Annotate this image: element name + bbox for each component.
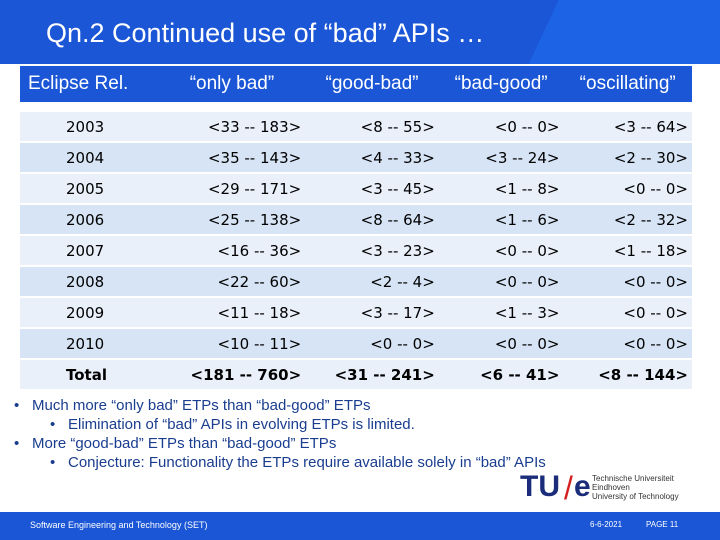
sub-bullet-item: • Conjecture: Functionality the ETPs requ…	[14, 453, 704, 472]
etp-count-cell: <3 -- 17>	[305, 298, 439, 327]
etp-count-cell: <29 -- 171>	[158, 174, 306, 203]
header-cell-only-bad: “only bad”	[158, 66, 306, 102]
bullet-dot-icon: •	[50, 454, 56, 471]
tue-logo: TU / e Technische Universiteit Eindhoven…	[520, 470, 700, 506]
slide-header: Qn.2 Continued use of “bad” APIs …	[0, 0, 720, 64]
release-cell: 2010	[20, 329, 159, 358]
logo-line: Eindhoven	[592, 483, 630, 492]
etp-count-cell: <3 -- 45>	[305, 174, 439, 203]
etp-count-cell: <16 -- 36>	[158, 236, 306, 265]
etp-count-cell: <31 -- 241>	[305, 360, 439, 389]
header-cell-bad-good: “bad-good”	[438, 66, 564, 102]
release-cell: 2003	[20, 112, 159, 141]
table-row: 2003 <33 -- 183> <8 -- 55> <0 -- 0> <3 -- 64…	[20, 112, 692, 141]
etp-count-cell: <0 -- 0>	[438, 112, 564, 141]
table-row: 2010 <10 -- 11> <0 -- 0> <0 -- 0> <0 -- 0>	[20, 329, 692, 358]
etp-count-cell: <2 -- 30>	[563, 143, 692, 172]
header-diagonal-decoration	[512, 0, 720, 64]
etp-count-cell: <33 -- 183>	[158, 112, 306, 141]
release-cell: 2008	[20, 267, 159, 296]
etp-count-cell: <0 -- 0>	[438, 329, 564, 358]
table-total-row: Total <181 -- 760> <31 -- 241> <6 -- 41> <8 …	[20, 360, 692, 389]
etp-count-cell: <8 -- 64>	[305, 205, 439, 234]
etp-count-cell: <8 -- 144>	[563, 360, 692, 389]
header-cell-release: Eclipse Rel.	[20, 66, 159, 102]
etp-count-cell: <0 -- 0>	[438, 267, 564, 296]
etp-count-cell: <1 -- 3>	[438, 298, 564, 327]
etp-count-cell: <1 -- 6>	[438, 205, 564, 234]
bullet-text: Much more “only bad” ETPs than “bad-good…	[32, 397, 371, 414]
etp-count-cell: <6 -- 41>	[438, 360, 564, 389]
etp-count-cell: <11 -- 18>	[158, 298, 306, 327]
footer-group-name: Software Engineering and Technology (SET…	[30, 520, 208, 530]
etp-count-cell: <8 -- 55>	[305, 112, 439, 141]
header-cell-oscillating: “oscillating”	[563, 66, 692, 102]
release-cell: 2009	[20, 298, 159, 327]
logo-slash: /	[564, 470, 573, 506]
bullet-dot-icon: •	[50, 416, 56, 433]
table-row: 2006 <25 -- 138> <8 -- 64> <1 -- 6> <2 -- 32…	[20, 205, 692, 234]
logo-line: University of Technology	[592, 492, 679, 501]
etp-count-cell: <25 -- 138>	[158, 205, 306, 234]
etp-count-cell: <22 -- 60>	[158, 267, 306, 296]
table-row: 2005 <29 -- 171> <3 -- 45> <1 -- 8> <0 -- 0>	[20, 174, 692, 203]
etp-count-cell: <0 -- 0>	[563, 329, 692, 358]
etp-count-cell: <0 -- 0>	[563, 267, 692, 296]
sub-bullet-text: Elimination of “bad” APIs in evolving ET…	[68, 416, 415, 433]
release-cell: 2005	[20, 174, 159, 203]
sub-bullet-item: • Elimination of “bad” APIs in evolving E…	[14, 415, 704, 434]
bullet-item: • Much more “only bad” ETPs than “bad-goo…	[14, 396, 704, 415]
release-cell: 2007	[20, 236, 159, 265]
logo-tu: TU	[520, 470, 560, 503]
etp-count-cell: <3 -- 23>	[305, 236, 439, 265]
table-row: 2008 <22 -- 60> <2 -- 4> <0 -- 0> <0 -- 0>	[20, 267, 692, 296]
bullet-dot-icon: •	[14, 435, 20, 452]
release-cell: 2006	[20, 205, 159, 234]
logo-line: Technische Universiteit	[592, 474, 674, 483]
table-row: 2007 <16 -- 36> <3 -- 23> <0 -- 0> <1 -- 18>	[20, 236, 692, 265]
etp-count-cell: <4 -- 33>	[305, 143, 439, 172]
table-spacer-row	[20, 104, 692, 110]
etp-table: Eclipse Rel. “only bad” “good-bad” “bad-…	[20, 64, 692, 391]
table-row: 2009 <11 -- 18> <3 -- 17> <1 -- 3> <0 -- 0>	[20, 298, 692, 327]
etp-count-cell: <0 -- 0>	[438, 236, 564, 265]
etp-count-cell: <10 -- 11>	[158, 329, 306, 358]
header-cell-good-bad: “good-bad”	[305, 66, 439, 102]
bullet-list: • Much more “only bad” ETPs than “bad-goo…	[14, 396, 704, 472]
sub-bullet-text: Conjecture: Functionality the ETPs requi…	[68, 454, 546, 471]
release-cell: Total	[20, 360, 159, 389]
logo-e: e	[574, 470, 591, 503]
etp-count-cell: <3 -- 24>	[438, 143, 564, 172]
etp-count-cell: <2 -- 32>	[563, 205, 692, 234]
footer-page-number: PAGE 11	[646, 520, 679, 529]
bullet-text: More “good-bad” ETPs than “bad-good” ETP…	[32, 435, 337, 452]
release-cell: 2004	[20, 143, 159, 172]
bullet-dot-icon: •	[14, 397, 20, 414]
etp-count-cell: <0 -- 0>	[305, 329, 439, 358]
footer-date: 6-6-2021	[590, 520, 623, 529]
slide-title: Qn.2 Continued use of “bad” APIs …	[46, 18, 485, 48]
table-row: 2004 <35 -- 143> <4 -- 33> <3 -- 24> <2 -- 3…	[20, 143, 692, 172]
etp-count-cell: <2 -- 4>	[305, 267, 439, 296]
etp-count-cell: <0 -- 0>	[563, 298, 692, 327]
table-header-row: Eclipse Rel. “only bad” “good-bad” “bad-…	[20, 66, 692, 102]
etp-count-cell: <3 -- 64>	[563, 112, 692, 141]
etp-count-cell: <0 -- 0>	[563, 174, 692, 203]
etp-count-cell: <1 -- 18>	[563, 236, 692, 265]
etp-count-cell: <35 -- 143>	[158, 143, 306, 172]
logo-text: Technische Universiteit Eindhoven Univer…	[592, 474, 679, 501]
etp-count-cell: <1 -- 8>	[438, 174, 564, 203]
slide-footer: Software Engineering and Technology (SET…	[0, 512, 720, 540]
etp-count-cell: <181 -- 760>	[158, 360, 306, 389]
table-spacer-cell	[20, 104, 692, 110]
bullet-item: • More “good-bad” ETPs than “bad-good” ET…	[14, 434, 704, 453]
